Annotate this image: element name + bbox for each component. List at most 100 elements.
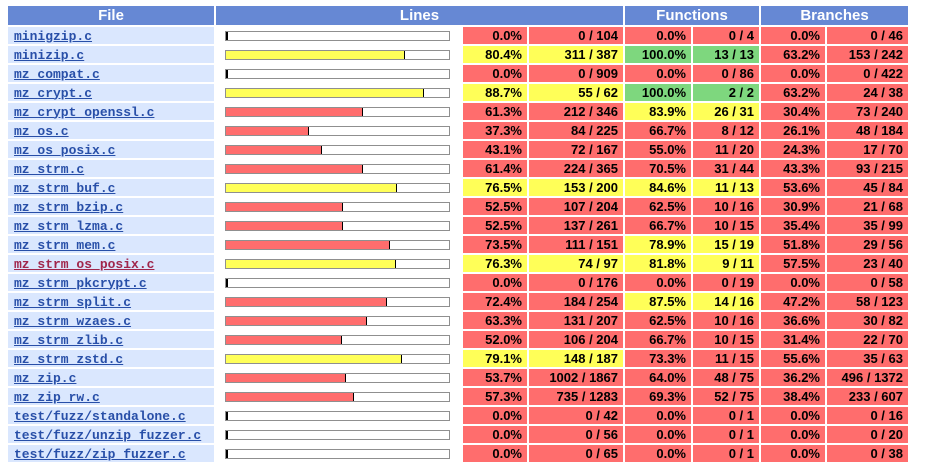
file-cell: mz_strm_pkcrypt.c [8,274,214,291]
file-cell: test/fuzz/standalone.c [8,407,214,424]
line-coverage-bar [225,87,450,98]
file-link[interactable]: mz_strm_split.c [14,294,132,310]
line-coverage-bar [225,448,450,459]
line-coverage-bar-cell [216,160,461,177]
line-coverage-count: 55 / 62 [529,84,623,101]
table-row: mz_strm_os_posix.c 76.3% 74 / 97 81.8% 9 / 1… [8,255,908,272]
file-link[interactable]: minizip.c [14,47,85,63]
file-link[interactable]: mz_strm_zlib.c [14,332,124,348]
line-coverage-percent: 0.0% [463,445,527,462]
line-coverage-bar [225,125,450,136]
table-row: mz_strm_pkcrypt.c 0.0% 0 / 176 0.0% 0 / 19 0.… [8,274,908,291]
table-row: minigzip.c 0.0% 0 / 104 0.0% 0 / 4 0.0% 0 / 46 [8,27,908,44]
branch-coverage-percent: 30.9% [761,198,825,215]
function-coverage-count: 10 / 16 [693,312,759,329]
file-link[interactable]: mz_strm_bzip.c [14,199,124,215]
file-link[interactable]: mz_strm.c [14,161,85,177]
line-coverage-count: 735 / 1283 [529,388,623,405]
file-link[interactable]: mz_os_posix.c [14,142,116,158]
file-link[interactable]: mz_zip.c [14,370,77,386]
file-header[interactable]: File [8,6,214,25]
table-row: mz_strm_mem.c 73.5% 111 / 151 78.9% 15 / 19 5… [8,236,908,253]
file-cell: mz_os_posix.c [8,141,214,158]
file-link[interactable]: minigzip.c [14,28,93,44]
file-cell: test/fuzz/unzip_fuzzer.c [8,426,214,443]
branch-coverage-percent: 31.4% [761,331,825,348]
line-coverage-count: 0 / 65 [529,445,623,462]
lines-header[interactable]: Lines [216,6,623,25]
line-coverage-percent: 57.3% [463,388,527,405]
branch-coverage-count: 496 / 1372 [827,369,908,386]
line-coverage-bar-fill [226,297,388,306]
file-link[interactable]: mz_strm_mem.c [14,237,116,253]
line-coverage-bar-fill [226,278,228,287]
table-row: mz_strm_zlib.c 52.0% 106 / 204 66.7% 10 / 15… [8,331,908,348]
branch-coverage-percent: 24.3% [761,141,825,158]
line-coverage-count: 0 / 909 [529,65,623,82]
table-row: mz_os.c 37.3% 84 / 225 66.7% 8 / 12 26.1% 48 /… [8,122,908,139]
file-cell: minigzip.c [8,27,214,44]
file-cell: mz_strm_bzip.c [8,198,214,215]
function-coverage-count: 9 / 11 [693,255,759,272]
branch-coverage-count: 48 / 184 [827,122,908,139]
file-cell: mz_strm_os_posix.c [8,255,214,272]
table-row: mz_strm_buf.c 76.5% 153 / 200 84.6% 11 / 13 5… [8,179,908,196]
function-coverage-percent: 0.0% [625,445,691,462]
line-coverage-bar [225,315,450,326]
line-coverage-bar-cell [216,84,461,101]
line-coverage-bar-cell [216,46,461,63]
function-coverage-count: 10 / 16 [693,198,759,215]
line-coverage-bar-cell [216,312,461,329]
file-link[interactable]: mz_strm_zstd.c [14,351,124,367]
line-coverage-count: 224 / 365 [529,160,623,177]
function-coverage-count: 0 / 1 [693,445,759,462]
file-link[interactable]: test/fuzz/zip_fuzzer.c [14,446,186,462]
file-link[interactable]: mz_strm_buf.c [14,180,116,196]
line-coverage-percent: 76.5% [463,179,527,196]
line-coverage-count: 1002 / 1867 [529,369,623,386]
line-coverage-percent: 43.1% [463,141,527,158]
file-link[interactable]: test/fuzz/unzip_fuzzer.c [14,427,202,443]
line-coverage-bar-cell [216,122,461,139]
header-row: File Lines Functions Branches [8,6,908,25]
function-coverage-percent: 66.7% [625,331,691,348]
line-coverage-bar-fill [226,335,342,344]
file-link[interactable]: mz_compat.c [14,66,100,82]
file-link[interactable]: mz_crypt_openssl.c [14,104,155,120]
file-link[interactable]: mz_zip_rw.c [14,389,100,405]
function-coverage-count: 2 / 2 [693,84,759,101]
line-coverage-bar-fill [226,183,397,192]
branch-coverage-count: 35 / 63 [827,350,908,367]
function-coverage-percent: 78.9% [625,236,691,253]
line-coverage-bar [225,144,450,155]
line-coverage-bar-fill [226,392,354,401]
functions-header[interactable]: Functions [625,6,759,25]
file-link[interactable]: test/fuzz/standalone.c [14,408,186,424]
file-cell: mz_strm_buf.c [8,179,214,196]
line-coverage-bar-cell [216,255,461,272]
file-link[interactable]: mz_os.c [14,123,69,139]
file-link[interactable]: mz_strm_lzma.c [14,218,124,234]
function-coverage-percent: 73.3% [625,350,691,367]
file-link[interactable]: mz_crypt.c [14,85,93,101]
file-cell: mz_crypt_openssl.c [8,103,214,120]
line-coverage-bar-cell [216,331,461,348]
line-coverage-percent: 73.5% [463,236,527,253]
line-coverage-bar-cell [216,179,461,196]
line-coverage-bar-fill [226,107,363,116]
function-coverage-percent: 83.9% [625,103,691,120]
line-coverage-count: 84 / 225 [529,122,623,139]
line-coverage-percent: 52.5% [463,198,527,215]
line-coverage-bar-cell [216,27,461,44]
line-coverage-bar-fill [226,69,228,78]
branches-header[interactable]: Branches [761,6,908,25]
file-link[interactable]: mz_strm_wzaes.c [14,313,132,329]
function-coverage-percent: 84.6% [625,179,691,196]
line-coverage-bar-fill [226,31,228,40]
file-link[interactable]: mz_strm_os_posix.c [14,256,155,272]
table-row: mz_strm_wzaes.c 63.3% 131 / 207 62.5% 10 / 1… [8,312,908,329]
file-cell: mz_strm_split.c [8,293,214,310]
branch-coverage-percent: 35.4% [761,217,825,234]
line-coverage-bar-fill [226,126,310,135]
file-link[interactable]: mz_strm_pkcrypt.c [14,275,147,291]
